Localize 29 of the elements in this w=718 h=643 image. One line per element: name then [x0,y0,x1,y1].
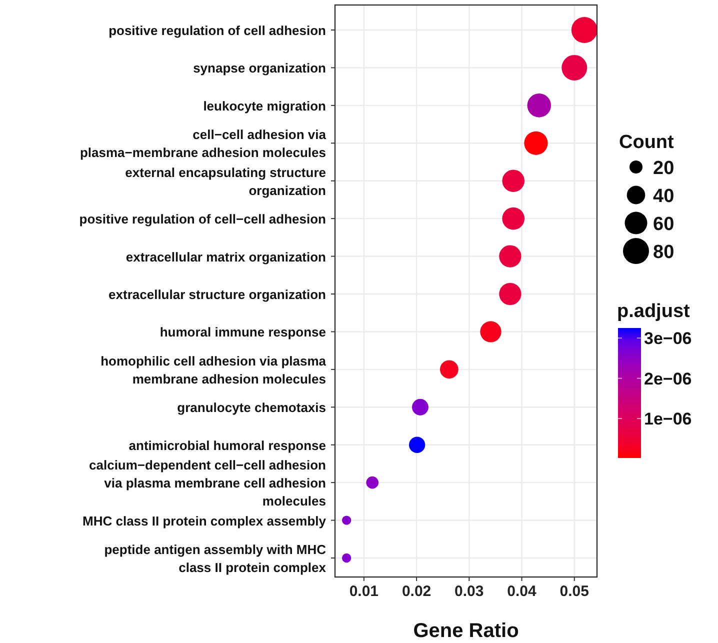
legend-title: Count [619,132,675,153]
color-bar-label: 2e−06 [644,369,692,388]
y-tick-label: granulocyte chemotaxis [177,400,326,416]
x-axis-title: Gene Ratio [413,620,519,642]
y-tick-label: positive regulation of cell−cell adhesion [79,212,326,227]
x-tick-label: 0.03 [454,583,484,600]
x-tick-label: 0.04 [507,583,538,600]
color-bar-title: p.adjust [617,301,691,322]
y-tick-label: synapse organization [193,60,326,76]
legend-label: 80 [653,242,674,263]
color-bar-label: 3e−06 [644,329,692,348]
legend-label: 60 [653,214,674,235]
y-tick-label: humoral immune response [160,324,326,340]
y-tick-label: positive regulation of cell adhesion [108,23,326,38]
y-tick-label: calcium−dependent cell−cell adhesion via plasma membrane cell adhesion molecules [89,458,326,509]
y-tick-label: MHC class II protein complex assembly [82,513,327,528]
y-tick-label: extracellular matrix organization [126,249,326,264]
legend-label: 40 [653,186,674,207]
y-tick-label: antimicrobial humoral response [128,438,326,453]
y-tick-label: external encapsulating structure organization [125,164,326,198]
y-tick-label: leukocyte migration [203,98,326,114]
x-tick-label: 0.02 [402,583,432,600]
x-tick-label: 0.05 [560,583,589,600]
y-tick-label: peptide antigen assembly with MHC class II protein complex [104,542,327,575]
legend-label: 20 [653,158,674,179]
x-tick-label: 0.01 [349,583,379,600]
y-tick-label: homophilic cell adhesion via plasma membrane adhesion molecules [100,353,327,386]
y-tick-label: extracellular structure organization [108,287,326,302]
color-bar-label: 1e−06 [644,410,692,429]
